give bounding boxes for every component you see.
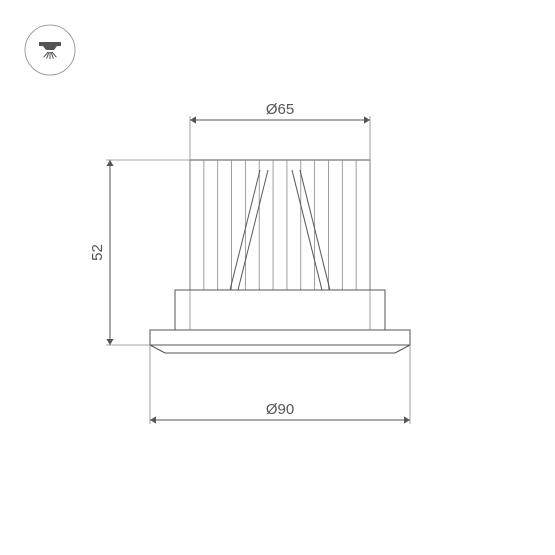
downlight-icon (25, 25, 75, 75)
dim-top: Ø65 (190, 101, 370, 160)
fixture-drawing (150, 160, 410, 353)
dim-bottom-label: Ø90 (266, 401, 294, 418)
dim-top-label: Ø65 (266, 101, 294, 118)
dim-left-label: 52 (89, 244, 106, 261)
dim-bottom: Ø90 (150, 345, 410, 424)
